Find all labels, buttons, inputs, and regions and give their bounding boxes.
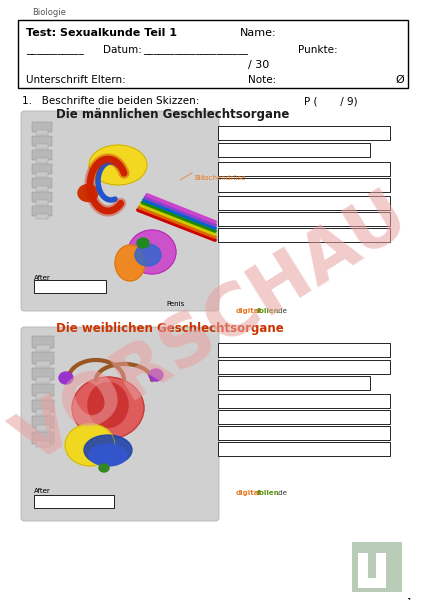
Bar [32, 336, 54, 348]
Bar [218, 360, 390, 374]
Bar [36, 345, 50, 351]
Text: VORSCHAU: VORSCHAU [3, 182, 421, 478]
Text: Test: Sexualkunde Teil 1: Test: Sexualkunde Teil 1 [26, 28, 177, 38]
Ellipse shape [135, 244, 161, 266]
Text: Bläschendrüse: Bläschendrüse [194, 175, 245, 181]
Bar [358, 553, 368, 588]
Bar [36, 158, 48, 163]
Bar [218, 394, 390, 408]
Text: Datum:: Datum: [103, 45, 142, 55]
Bar [36, 393, 50, 399]
Bar [376, 553, 386, 588]
Bar [32, 400, 54, 412]
Bar [36, 186, 48, 191]
Text: / 30: / 30 [248, 60, 269, 70]
Text: Ø: Ø [395, 75, 404, 85]
Ellipse shape [72, 377, 144, 439]
Ellipse shape [89, 145, 147, 185]
Text: digital: digital [236, 308, 262, 314]
Bar [36, 425, 50, 431]
Text: ____________________: ____________________ [143, 45, 248, 55]
Bar [32, 122, 52, 132]
Text: Punkte:: Punkte: [298, 45, 338, 55]
Bar [18, 20, 408, 88]
Bar [218, 442, 390, 456]
Ellipse shape [149, 369, 163, 381]
Bar [32, 432, 54, 444]
Ellipse shape [78, 185, 98, 202]
Bar [36, 200, 48, 205]
Bar [218, 143, 370, 157]
Bar [32, 192, 52, 202]
Bar [36, 377, 50, 383]
Text: folien: folien [257, 308, 279, 314]
Bar [32, 416, 54, 428]
Bar [218, 212, 390, 226]
Bar [218, 228, 390, 242]
Text: After: After [34, 488, 51, 494]
Text: 1.   Beschrifte die beiden Skizzen:: 1. Beschrifte die beiden Skizzen: [22, 96, 199, 106]
Bar [32, 164, 52, 174]
Bar [34, 280, 106, 293]
Bar [36, 144, 48, 149]
Ellipse shape [115, 245, 145, 281]
Bar [36, 409, 50, 415]
Bar [36, 361, 50, 367]
Text: folien: folien [257, 490, 279, 496]
Ellipse shape [128, 230, 176, 274]
Text: Penis: Penis [166, 301, 184, 307]
Text: Name:: Name: [240, 28, 276, 38]
Text: ___________: ___________ [26, 45, 84, 55]
Ellipse shape [88, 383, 128, 427]
Bar [218, 410, 390, 424]
Text: .de: .de [276, 490, 287, 496]
Bar [34, 495, 114, 508]
Text: Die weiblichen Geschlechtsorgane: Die weiblichen Geschlechtsorgane [56, 322, 284, 335]
Bar [36, 441, 50, 447]
Bar [36, 130, 48, 135]
Text: Unterschrift Eltern:: Unterschrift Eltern: [26, 75, 126, 85]
Text: After: After [34, 275, 51, 281]
Ellipse shape [137, 238, 149, 248]
Bar [218, 126, 390, 140]
Text: Biologie: Biologie [32, 8, 66, 17]
Bar [32, 368, 54, 380]
Text: digital: digital [236, 490, 262, 496]
Ellipse shape [65, 424, 115, 466]
Ellipse shape [84, 435, 132, 465]
Ellipse shape [59, 372, 73, 384]
Text: Die männlichen Geschlechtsorgane: Die männlichen Geschlechtsorgane [56, 108, 289, 121]
FancyBboxPatch shape [21, 111, 219, 311]
Bar [32, 136, 52, 146]
Bar [352, 542, 402, 592]
Ellipse shape [89, 444, 127, 466]
Bar [218, 178, 390, 192]
Bar [218, 426, 390, 440]
Bar [218, 162, 390, 176]
Bar [32, 352, 54, 364]
Bar [358, 578, 386, 588]
FancyBboxPatch shape [21, 327, 219, 521]
Bar [32, 206, 52, 216]
Bar [36, 172, 48, 177]
Bar [32, 150, 52, 160]
Text: 1: 1 [406, 598, 411, 600]
Bar [32, 178, 52, 188]
Bar [218, 343, 390, 357]
Bar [36, 214, 48, 219]
Bar [32, 384, 54, 396]
Bar [218, 196, 390, 210]
Ellipse shape [99, 464, 109, 472]
Text: Note:: Note: [248, 75, 276, 85]
Bar [218, 376, 370, 390]
Text: P (       / 9): P ( / 9) [304, 96, 357, 106]
Text: .de: .de [276, 308, 287, 314]
